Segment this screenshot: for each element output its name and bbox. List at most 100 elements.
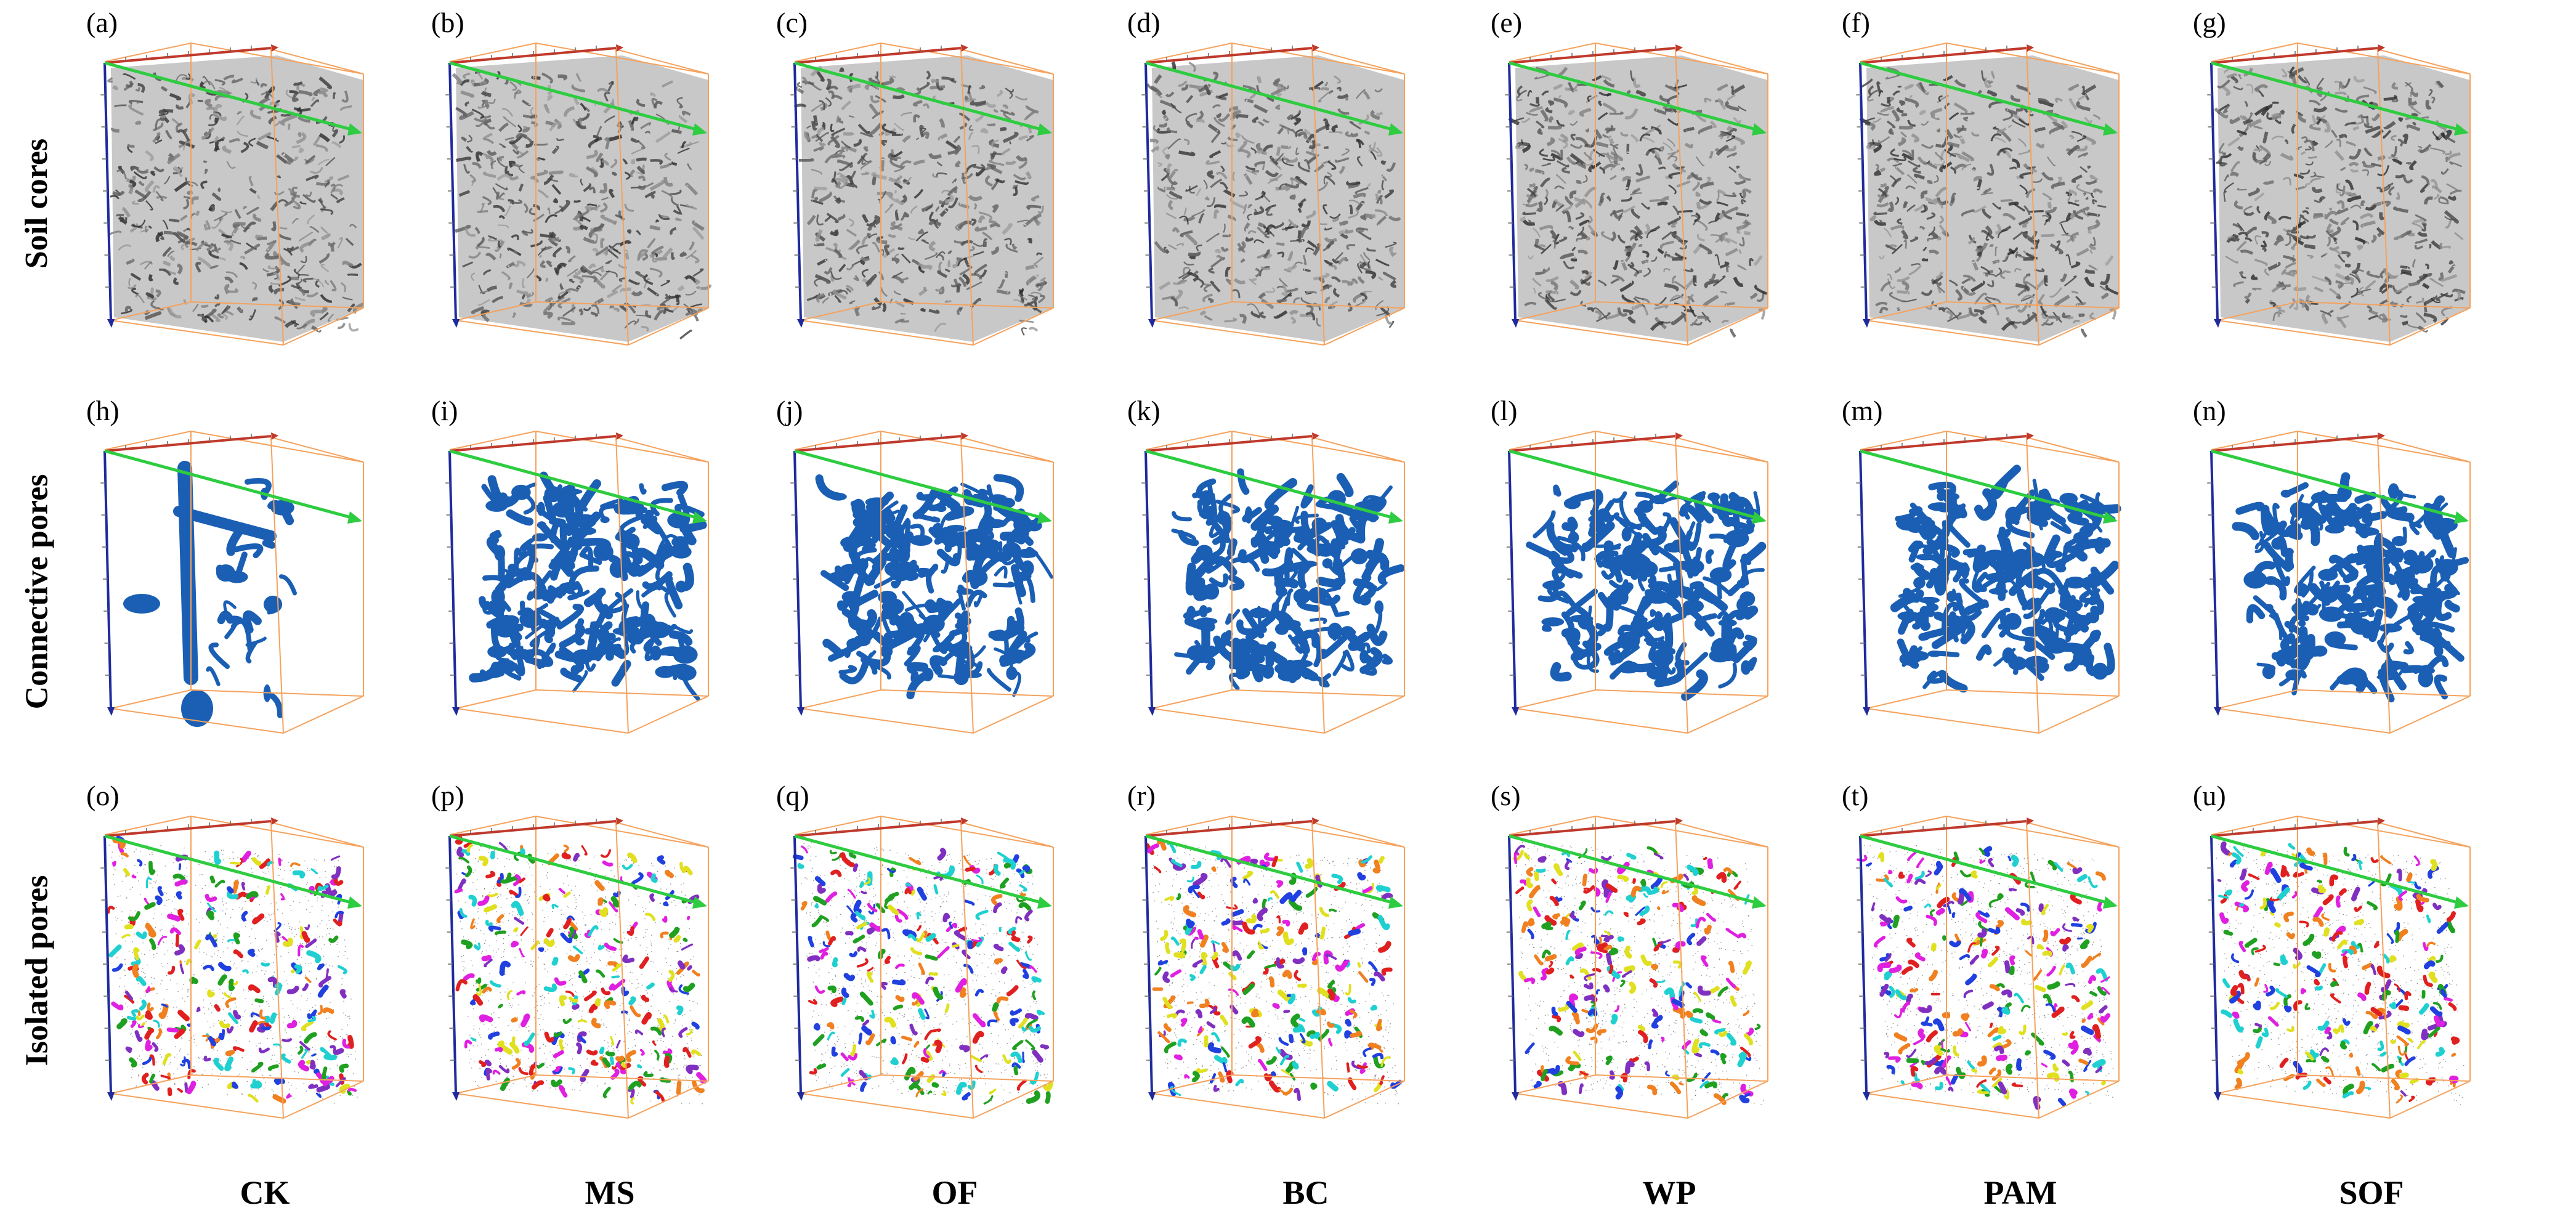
panel-letter: (k) bbox=[1127, 395, 1160, 426]
y-axis bbox=[1509, 449, 1756, 519]
panel-connective-pores-bc: (k) bbox=[1127, 394, 1472, 776]
y-axis bbox=[1145, 449, 1393, 519]
y-axis-arrow bbox=[2454, 896, 2469, 909]
row-label-text: Soil cores bbox=[19, 138, 55, 269]
x-axis bbox=[104, 435, 272, 452]
column-label-sof: SOF bbox=[2339, 1174, 2404, 1211]
x-axis bbox=[1509, 820, 1676, 837]
y-axis bbox=[2211, 61, 2458, 131]
x-axis-arrow bbox=[2027, 817, 2034, 825]
row-label-text: Isolated pores bbox=[19, 875, 55, 1066]
x-axis bbox=[104, 820, 272, 837]
z-axis-arrow bbox=[1512, 319, 1519, 328]
connective-pore-network bbox=[1526, 481, 1767, 701]
y-axis-arrow bbox=[1752, 511, 1767, 524]
x-axis bbox=[2211, 435, 2378, 452]
panel-letter: (e) bbox=[1491, 7, 1523, 38]
x-axis-arrow bbox=[961, 44, 968, 52]
y-axis-arrow bbox=[1037, 123, 1052, 136]
cube-outline bbox=[104, 43, 364, 346]
y-axis bbox=[794, 834, 1042, 904]
axes bbox=[445, 44, 707, 328]
y-axis-arrow bbox=[1388, 511, 1403, 524]
x-axis bbox=[1145, 820, 1313, 837]
y-axis-arrow bbox=[1752, 896, 1767, 909]
isolated-pore-volume bbox=[107, 835, 358, 1104]
x-axis-arrow bbox=[616, 432, 623, 440]
volume-render bbox=[1856, 43, 2120, 346]
x-axis bbox=[1145, 435, 1313, 452]
z-axis-arrow bbox=[107, 319, 115, 328]
axes bbox=[1856, 817, 2118, 1101]
cube-outline bbox=[2211, 43, 2471, 346]
x-axis-arrow bbox=[1312, 432, 1319, 440]
panel-isolated-pores-ck: (o) bbox=[86, 779, 431, 1161]
axes bbox=[1505, 432, 1767, 716]
volume-render bbox=[445, 43, 712, 346]
x-axis bbox=[449, 47, 617, 64]
x-axis bbox=[2211, 47, 2378, 64]
volume-render bbox=[1505, 816, 1768, 1119]
axes bbox=[1141, 432, 1403, 716]
panel-connective-pores-ck: (h) bbox=[86, 394, 431, 776]
y-axis bbox=[1860, 61, 2107, 131]
panel-soil-cores-of: (c) bbox=[776, 6, 1121, 388]
z-axis bbox=[448, 62, 457, 321]
x-axis-arrow bbox=[1675, 817, 1683, 825]
panel-letter: (h) bbox=[86, 395, 119, 426]
y-axis-arrow bbox=[2454, 511, 2469, 524]
y-axis bbox=[104, 834, 352, 904]
x-axis bbox=[1509, 47, 1676, 64]
z-axis-arrow bbox=[107, 707, 115, 716]
x-axis-arrow bbox=[2378, 44, 2385, 52]
y-axis-arrow bbox=[347, 123, 362, 136]
x-axis-arrow bbox=[271, 432, 278, 440]
x-axis-arrow bbox=[2027, 44, 2034, 52]
z-axis bbox=[1144, 835, 1153, 1094]
panel-soil-cores-pam: (f) bbox=[1842, 6, 2187, 388]
axes bbox=[445, 817, 707, 1101]
panel-letter: (i) bbox=[431, 395, 458, 426]
x-axis-arrow bbox=[1312, 817, 1319, 825]
y-axis bbox=[794, 61, 1042, 131]
volume-render bbox=[1141, 816, 1405, 1119]
axes bbox=[100, 44, 362, 328]
z-axis bbox=[793, 450, 802, 709]
panel-letter: (t) bbox=[1842, 780, 1869, 811]
z-axis-arrow bbox=[452, 319, 460, 328]
panel-isolated-pores-of: (q) bbox=[776, 779, 1121, 1161]
x-axis bbox=[1509, 435, 1676, 452]
x-axis-arrow bbox=[271, 817, 278, 825]
z-axis bbox=[793, 62, 802, 321]
z-axis-arrow bbox=[1148, 319, 1156, 328]
y-axis bbox=[449, 61, 697, 131]
axes bbox=[445, 432, 707, 716]
row-label-2: Isolated pores bbox=[0, 785, 74, 1155]
panel-isolated-pores-wp: (s) bbox=[1491, 779, 1836, 1161]
y-axis-arrow bbox=[2103, 123, 2118, 136]
soil-core-volume bbox=[1508, 55, 1768, 342]
y-axis-arrow bbox=[1752, 123, 1767, 136]
z-axis-arrow bbox=[452, 1092, 460, 1101]
x-axis bbox=[2211, 820, 2378, 837]
z-axis-arrow bbox=[797, 319, 804, 328]
cube-outline bbox=[449, 816, 709, 1119]
z-axis bbox=[103, 835, 112, 1094]
panel-isolated-pores-sof: (u) bbox=[2193, 779, 2538, 1161]
cube-outline bbox=[449, 431, 709, 734]
panel-letter: (d) bbox=[1127, 7, 1160, 38]
axes bbox=[2207, 817, 2469, 1101]
z-axis-arrow bbox=[1863, 319, 1870, 328]
panel-connective-pores-wp: (l) bbox=[1491, 394, 1836, 776]
axes bbox=[2207, 44, 2469, 328]
panel-soil-cores-sof: (g) bbox=[2193, 6, 2538, 388]
panel-connective-pores-of: (j) bbox=[776, 394, 1121, 776]
x-axis bbox=[794, 47, 962, 64]
y-axis bbox=[104, 449, 352, 519]
y-axis bbox=[2211, 449, 2458, 519]
volume-render bbox=[100, 431, 364, 734]
axes bbox=[1856, 432, 2118, 716]
panel-isolated-pores-bc: (r) bbox=[1127, 779, 1472, 1161]
volume-render bbox=[100, 43, 365, 346]
panel-connective-pores-ms: (i) bbox=[431, 394, 776, 776]
